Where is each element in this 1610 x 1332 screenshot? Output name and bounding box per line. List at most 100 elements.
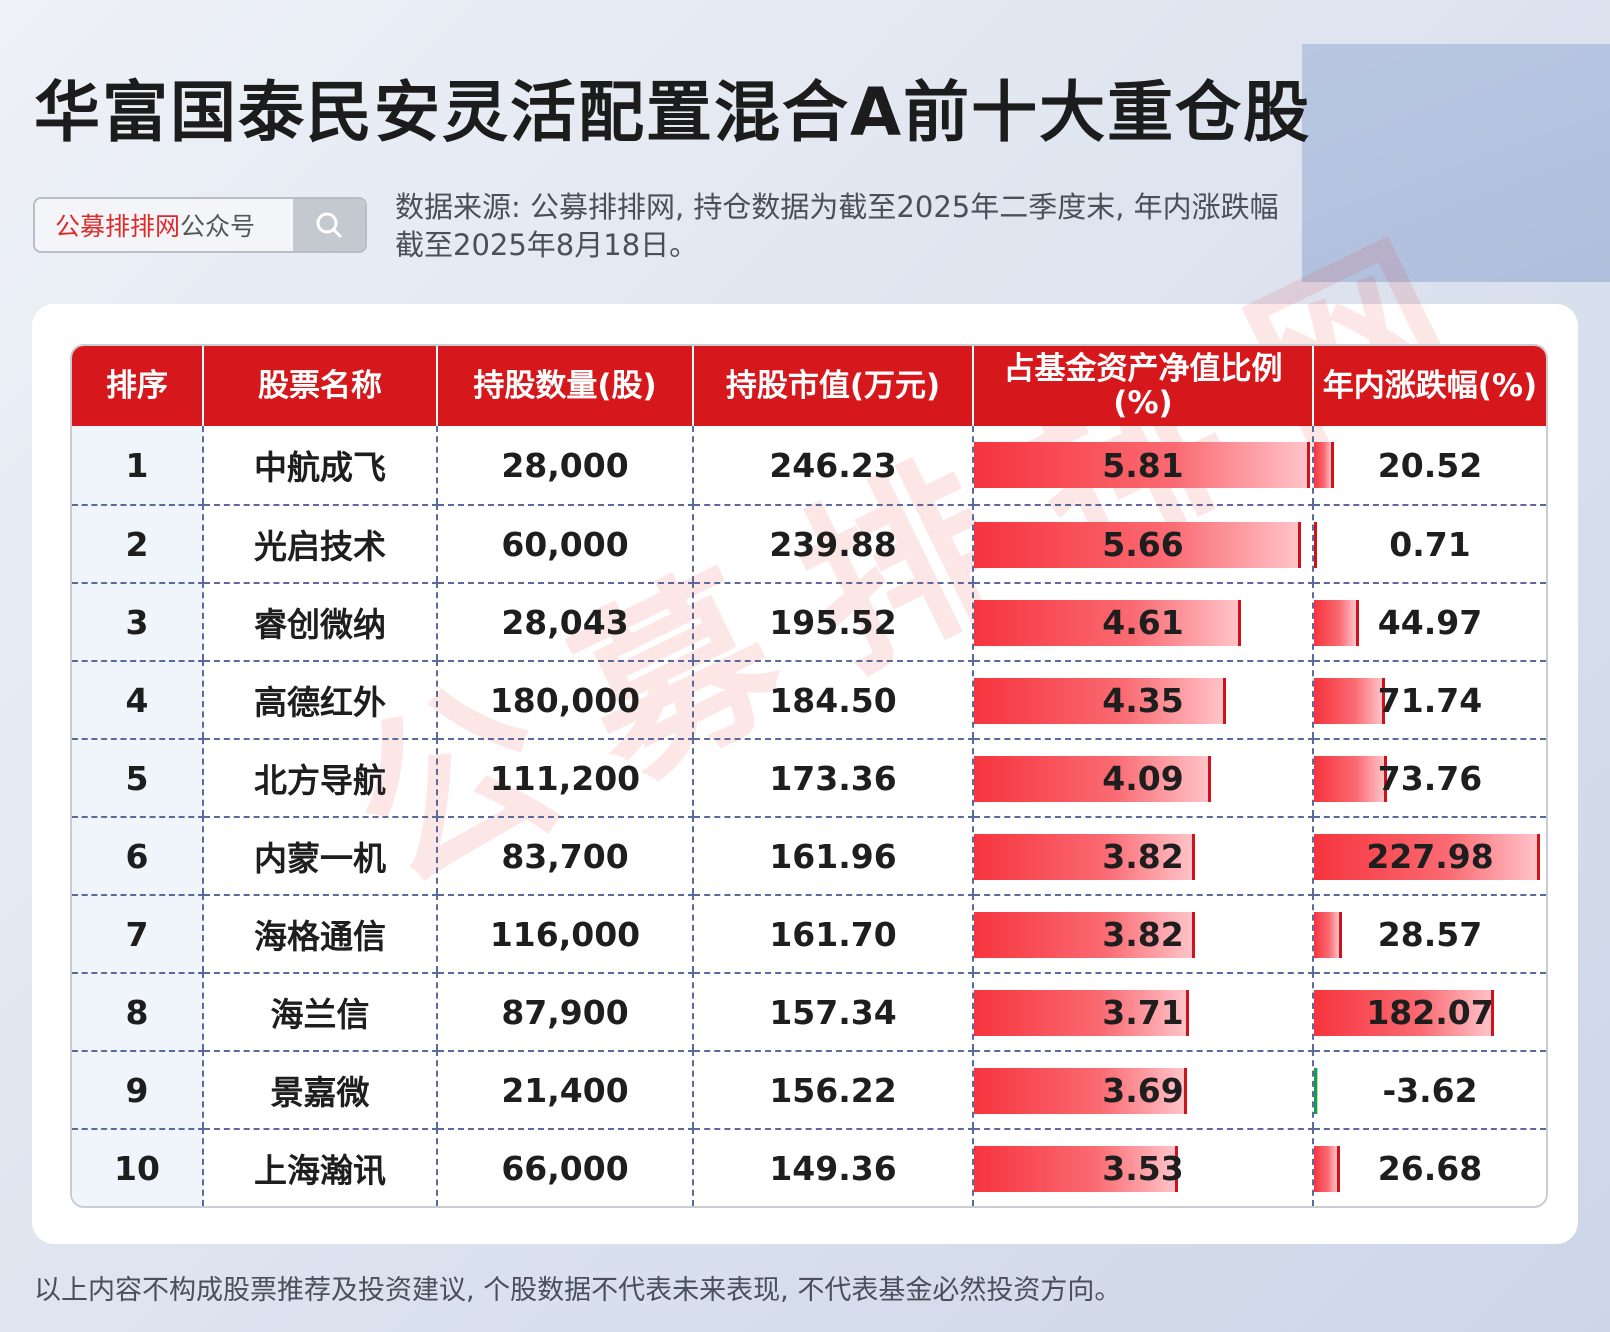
- cell-stock-name: 海格通信: [204, 894, 438, 972]
- disclaimer-note: 以上内容不构成股票推荐及投资建议, 个股数据不代表未来表现, 不代表基金必然投资…: [34, 1275, 1122, 1306]
- cell-market-value: 195.52: [694, 582, 974, 660]
- cell-nav-ratio-bar: [974, 834, 1195, 880]
- cell-ytd-change-label: 20.52: [1377, 445, 1483, 485]
- cell-ytd-change-bar: [1314, 912, 1342, 958]
- cell-nav-ratio: 4.61: [974, 582, 1314, 660]
- cell-ytd-change: -3.62: [1314, 1050, 1546, 1128]
- page-title: 华富国泰民安灵活配置混合A前十大重仓股: [34, 74, 1312, 151]
- cell-nav-ratio-label: 3.82: [1102, 914, 1184, 954]
- cell-nav-ratio-label: 4.09: [1102, 758, 1184, 798]
- cell-nav-ratio-label: 4.35: [1102, 680, 1184, 720]
- cell-ytd-change-bar: [1314, 1068, 1318, 1114]
- cell-ytd-change-bar: [1314, 442, 1334, 488]
- search-button[interactable]: [293, 199, 365, 251]
- cell-nav-ratio-label: 3.53: [1102, 1148, 1184, 1188]
- cell-nav-ratio-bar: [974, 522, 1301, 568]
- cell-market-value: 239.88: [694, 504, 974, 582]
- header-change: 年内涨跌幅(%): [1314, 346, 1546, 426]
- cell-ytd-change-bar: [1314, 990, 1494, 1036]
- header-value: 持股市值(万元): [694, 346, 974, 426]
- cell-rank: 5: [72, 738, 204, 816]
- cell-nav-ratio-label: 4.61: [1102, 602, 1184, 642]
- cell-market-value: 156.22: [694, 1050, 974, 1128]
- cell-nav-ratio-bar: [974, 912, 1195, 958]
- cell-stock-name: 高德红外: [204, 660, 438, 738]
- cell-nav-ratio: 4.35: [974, 660, 1314, 738]
- cell-stock-name: 海兰信: [204, 972, 438, 1050]
- cell-shares: 180,000: [438, 660, 694, 738]
- cell-market-value: 161.70: [694, 894, 974, 972]
- cell-shares: 60,000: [438, 504, 694, 582]
- table-row: 6 内蒙一机 83,700 161.96 3.82 227.98: [72, 816, 1546, 894]
- cell-nav-ratio: 3.82: [974, 894, 1314, 972]
- cell-ytd-change: 73.76: [1314, 738, 1546, 816]
- cell-shares: 28,043: [438, 582, 694, 660]
- header-shares: 持股数量(股): [438, 346, 694, 426]
- holdings-table: 排序 股票名称 持股数量(股) 持股市值(万元) 占基金资产净值比例(%) 年内…: [70, 344, 1548, 1208]
- cell-ytd-change-bar: [1314, 834, 1540, 880]
- cell-nav-ratio-label: 3.69: [1102, 1070, 1184, 1110]
- cell-market-value: 157.34: [694, 972, 974, 1050]
- table-row: 3 睿创微纳 28,043 195.52 4.61 44.97: [72, 582, 1546, 660]
- cell-nav-ratio: 3.53: [974, 1128, 1314, 1206]
- cell-shares: 66,000: [438, 1128, 694, 1206]
- cell-ytd-change: 0.71: [1314, 504, 1546, 582]
- cell-stock-name: 光启技术: [204, 504, 438, 582]
- cell-nav-ratio: 3.82: [974, 816, 1314, 894]
- data-source-note: 数据来源: 公募排排网, 持仓数据为截至2025年二季度末, 年内涨跌幅截至20…: [395, 190, 1279, 262]
- table-row: 8 海兰信 87,900 157.34 3.71 182.07: [72, 972, 1546, 1050]
- cell-stock-name: 北方导航: [204, 738, 438, 816]
- cell-market-value: 149.36: [694, 1128, 974, 1206]
- cell-nav-ratio-bar: [974, 990, 1189, 1036]
- table-row: 2 光启技术 60,000 239.88 5.66 0.71: [72, 504, 1546, 582]
- cell-nav-ratio-bar: [974, 600, 1241, 646]
- cell-ytd-change: 20.52: [1314, 426, 1546, 504]
- search-box[interactable]: 公募排排网公众号: [33, 197, 367, 253]
- cell-nav-ratio-bar: [974, 442, 1310, 488]
- cell-shares: 111,200: [438, 738, 694, 816]
- header-name: 股票名称: [204, 346, 438, 426]
- cell-rank: 3: [72, 582, 204, 660]
- cell-rank: 6: [72, 816, 204, 894]
- cell-ytd-change: 227.98: [1314, 816, 1546, 894]
- cell-ytd-change-label: 26.68: [1377, 1148, 1483, 1188]
- cell-ytd-change-bar: [1314, 522, 1317, 568]
- cell-shares: 21,400: [438, 1050, 694, 1128]
- cell-rank: 2: [72, 504, 204, 582]
- search-suffix: 公众号: [180, 212, 256, 241]
- table-row: 7 海格通信 116,000 161.70 3.82 28.57: [72, 894, 1546, 972]
- cell-ytd-change-bar: [1314, 678, 1385, 724]
- cell-ytd-change-label: 28.57: [1377, 914, 1483, 954]
- header-rank: 排序: [72, 346, 204, 426]
- cell-shares: 87,900: [438, 972, 694, 1050]
- cell-nav-ratio-label: 5.66: [1102, 524, 1184, 564]
- cell-nav-ratio-bar: [974, 1146, 1178, 1192]
- header-ratio: 占基金资产净值比例(%): [974, 346, 1314, 426]
- cell-rank: 4: [72, 660, 204, 738]
- table-row: 9 景嘉微 21,400 156.22 3.69 -3.62: [72, 1050, 1546, 1128]
- search-text: 公募排排网公众号: [35, 207, 293, 243]
- cell-ytd-change-label: -3.62: [1382, 1070, 1478, 1110]
- cell-nav-ratio-label: 5.81: [1102, 445, 1184, 485]
- table-row: 5 北方导航 111,200 173.36 4.09 73.76: [72, 738, 1546, 816]
- cell-ytd-change-label: 0.71: [1389, 524, 1471, 564]
- cell-stock-name: 中航成飞: [204, 426, 438, 504]
- cell-shares: 83,700: [438, 816, 694, 894]
- cell-ytd-change-label: 227.98: [1366, 836, 1494, 876]
- cell-rank: 7: [72, 894, 204, 972]
- decorative-corner-panel: [1302, 44, 1610, 282]
- cell-market-value: 173.36: [694, 738, 974, 816]
- cell-ytd-change-bar: [1314, 756, 1387, 802]
- cell-rank: 9: [72, 1050, 204, 1128]
- cell-ytd-change-bar: [1314, 600, 1359, 646]
- cell-ytd-change-label: 44.97: [1377, 602, 1483, 642]
- table-row: 4 高德红外 180,000 184.50 4.35 71.74: [72, 660, 1546, 738]
- table-body: 1 中航成飞 28,000 246.23 5.81 20.52 2 光启技术 60,000 239…: [72, 426, 1546, 1206]
- cell-nav-ratio: 3.69: [974, 1050, 1314, 1128]
- cell-ytd-change: 182.07: [1314, 972, 1546, 1050]
- cell-ytd-change-label: 71.74: [1377, 680, 1483, 720]
- cell-rank: 8: [72, 972, 204, 1050]
- cell-shares: 116,000: [438, 894, 694, 972]
- table-row: 1 中航成飞 28,000 246.23 5.81 20.52: [72, 426, 1546, 504]
- cell-stock-name: 上海瀚讯: [204, 1128, 438, 1206]
